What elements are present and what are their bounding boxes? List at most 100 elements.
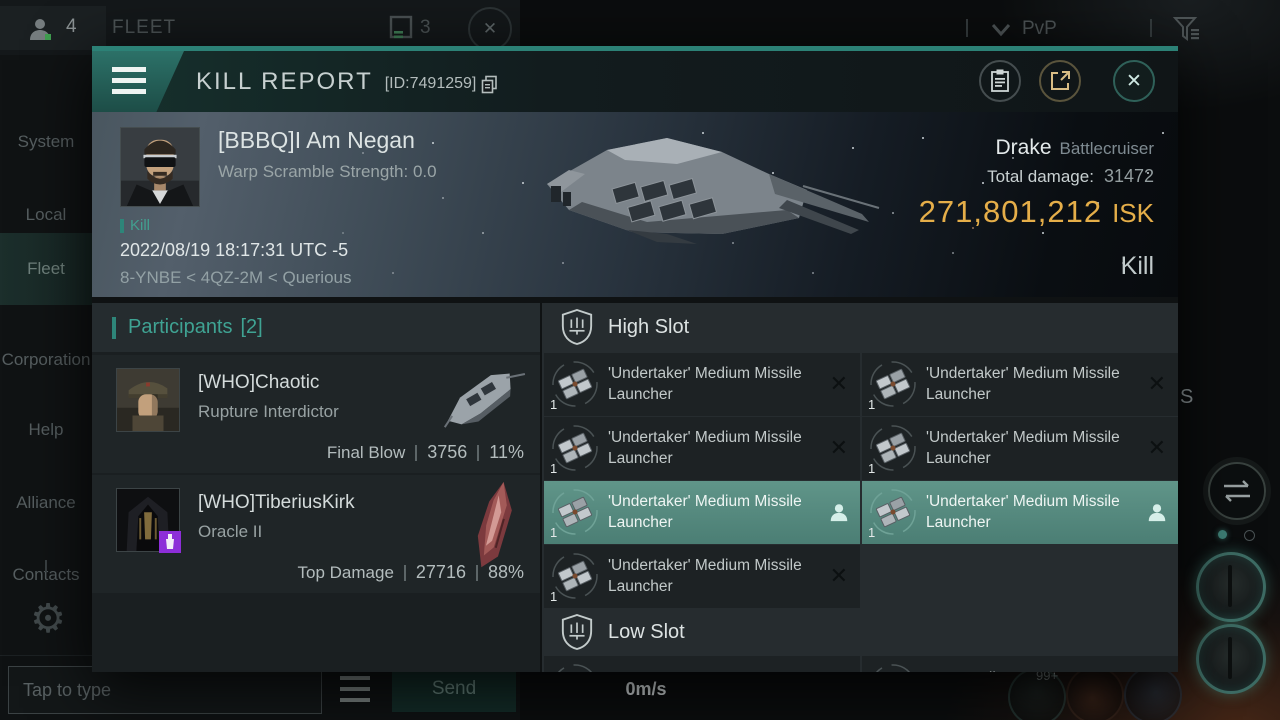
weapon-module-button[interactable] <box>1196 624 1266 694</box>
slot-shield-icon <box>561 309 593 345</box>
item-quantity: 1 <box>550 525 558 540</box>
page-dot[interactable] <box>1244 530 1255 541</box>
starfield <box>92 112 94 114</box>
chat-options-icon[interactable] <box>340 676 370 702</box>
fitting-item-clipped[interactable]: MK7 Medi <box>862 656 1178 672</box>
ship-class: Battlecruiser <box>1059 139 1154 158</box>
loot-badge <box>159 531 181 553</box>
item-quantity: 1 <box>868 525 876 540</box>
remove-icon[interactable]: ✕ <box>829 371 848 396</box>
victim-avatar[interactable] <box>120 127 200 207</box>
participant-row[interactable]: [WHO]TiberiusKirk Oracle II Top Damage <box>92 475 540 593</box>
item-name: MK7 Medi <box>926 668 1136 672</box>
chevron-down-icon[interactable] <box>990 23 1012 37</box>
fitting-item[interactable]: 1 'Undertaker' Medium Missile Launcher ✕ <box>544 545 860 608</box>
item-name: 'Undertaker' Medium Missile Launcher <box>926 365 1120 403</box>
participant-row[interactable]: [WHO]Chaotic Rupture Interdictor <box>92 355 540 473</box>
item-quantity: 1 <box>868 397 876 412</box>
missile-launcher-icon <box>552 553 598 599</box>
person-icon <box>30 19 51 40</box>
divider <box>45 560 47 572</box>
hud-module-icon[interactable] <box>1008 668 1066 720</box>
fitting-item[interactable]: 1 'Undertaker' Medium Missile Launcher ✕ <box>544 417 860 480</box>
divider <box>1150 19 1152 37</box>
report-log-button[interactable] <box>979 60 1021 102</box>
modal-close-button[interactable]: ✕ <box>1113 60 1155 102</box>
item-quantity: 1 <box>550 397 558 412</box>
send-button[interactable]: Send <box>392 666 516 712</box>
fleet-member-count-box[interactable] <box>0 6 106 50</box>
participant-avatar[interactable] <box>116 488 181 553</box>
module-icon <box>875 664 911 672</box>
remove-icon[interactable]: ✕ <box>829 563 848 588</box>
close-icon: ✕ <box>482 19 498 38</box>
low-slot-header: Low Slot <box>542 609 1178 655</box>
divider <box>966 19 968 37</box>
chat-close-button[interactable]: ✕ <box>468 7 512 51</box>
participant-stats: Top Damage 27716 88% <box>298 562 524 583</box>
person-icon[interactable] <box>828 501 850 523</box>
kill-report-body: Participants [2] <box>92 297 1178 672</box>
kill-result-label: Kill <box>1120 252 1154 280</box>
isk-value: 271,801,212 <box>918 194 1103 229</box>
participant-avatar[interactable] <box>116 368 180 432</box>
ship-name: Drake <box>995 136 1052 159</box>
sidebar-item-system[interactable]: System <box>17 132 75 151</box>
tag-bar <box>120 218 124 233</box>
remove-icon[interactable]: ✕ <box>1147 371 1166 396</box>
remove-icon[interactable]: ✕ <box>1147 435 1166 460</box>
sidebar-item-alliance[interactable]: Alliance <box>16 493 76 512</box>
damage-percent: 88% <box>487 562 524 582</box>
hud-module-icon[interactable] <box>1066 666 1124 720</box>
fitting-item-selected[interactable]: 1 'Undertaker' Medium Missile Launcher <box>862 481 1178 544</box>
missile-launcher-icon <box>870 489 916 535</box>
chat-windows-icon[interactable] <box>388 15 415 42</box>
fitting-item[interactable]: 1 'Undertaker' Medium Missile Launcher ✕ <box>544 353 860 416</box>
window-count: 3 <box>420 17 431 38</box>
weapon-module-button[interactable] <box>1196 552 1266 622</box>
item-name: 'Undertaker' Medium Missile Launcher <box>608 429 802 467</box>
channel-selector-pvp[interactable]: PvP <box>1022 18 1057 39</box>
share-button[interactable] <box>1039 60 1081 102</box>
rupture-ship-render <box>443 372 526 428</box>
page-dot-active[interactable] <box>1218 530 1227 539</box>
missile-launcher-icon <box>870 425 916 471</box>
item-name: C-T <box>608 668 818 672</box>
chat-input[interactable] <box>8 666 322 714</box>
flask-icon <box>166 534 174 549</box>
participants-panel: Participants [2] <box>92 303 540 672</box>
isk-value-line: 271,801,212 ISK <box>919 194 1154 230</box>
participant-stats: Final Blow 3756 11% <box>327 442 524 463</box>
fitting-item[interactable]: 1 'Undertaker' Medium Missile Launcher ✕ <box>862 353 1178 416</box>
warp-scramble-strength: Warp Scramble Strength: 0.0 <box>218 162 437 181</box>
fitting-item-selected[interactable]: 1 'Undertaker' Medium Missile Launcher <box>544 481 860 544</box>
swap-arrows-button[interactable] <box>1208 462 1266 520</box>
item-quantity: 1 <box>868 461 876 476</box>
sidebar-item-contacts[interactable]: Contacts <box>12 565 80 584</box>
person-icon[interactable] <box>1146 501 1168 523</box>
total-damage-line: Total damage: 31472 <box>987 166 1154 186</box>
close-icon: ✕ <box>1126 70 1142 92</box>
divider <box>477 444 480 461</box>
fitting-item-clipped[interactable]: C-T <box>544 656 860 672</box>
chat-tab-fleet[interactable]: FLEET <box>112 17 177 38</box>
sidebar-item-fleet[interactable]: Fleet <box>0 233 92 305</box>
hud-module-icon[interactable] <box>1124 666 1182 720</box>
sidebar-item-corporation[interactable]: Corporation <box>1 350 91 369</box>
sidebar-item-help[interactable]: Help <box>28 420 64 439</box>
item-quantity: 1 <box>550 589 558 604</box>
remove-icon[interactable]: ✕ <box>829 435 848 460</box>
divider <box>415 444 418 461</box>
gear-icon[interactable]: ⚙ <box>30 597 66 641</box>
fitting-item[interactable]: 1 'Undertaker' Medium Missile Launcher ✕ <box>862 417 1178 480</box>
filter-icon[interactable] <box>1172 15 1202 43</box>
menu-button[interactable] <box>92 51 184 112</box>
victim-portrait <box>121 128 199 206</box>
copy-icon[interactable] <box>481 75 498 94</box>
total-damage-value: 31472 <box>1103 166 1154 186</box>
sidebar-item-local[interactable]: Local <box>25 205 67 224</box>
item-name: 'Undertaker' Medium Missile Launcher <box>926 429 1120 467</box>
clipped-background-text: S <box>1180 386 1194 408</box>
modal-title: KILL REPORT <box>196 67 373 95</box>
item-name: 'Undertaker' Medium Missile Launcher <box>608 365 802 403</box>
